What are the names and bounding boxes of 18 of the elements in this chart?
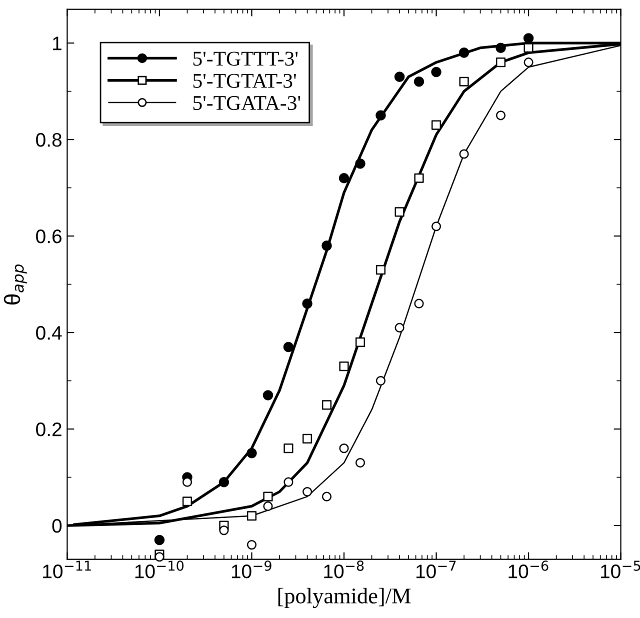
x-axis-title: [polyamide]/M — [278, 588, 411, 608]
y-tick-label: 1 — [53, 36, 62, 50]
y-tick-label: 0.2 — [36, 422, 62, 436]
legend-label: 5'-TGTTT-3' — [193, 52, 298, 66]
x-tick-label: 10$^{−6}$ — [508, 560, 548, 578]
x-tick-label: 10$^{−5}$ — [600, 560, 640, 578]
x-tick-label: 10$^{−9}$ — [232, 560, 272, 578]
x-tick-label: 10$^{−8}$ — [324, 560, 364, 578]
y-axis-title: θ$_{app}$ — [4, 264, 27, 304]
legend-label: 5'-TGTAT-3' — [193, 74, 296, 88]
x-tick-label: 10$^{−10}$ — [135, 560, 184, 578]
x-tick-label: 10$^{−11}$ — [43, 560, 91, 578]
x-tick-label: 10$^{−7}$ — [416, 560, 456, 578]
y-tick-label: 0.6 — [36, 230, 62, 244]
y-tick-label: 0.8 — [36, 133, 62, 147]
legend-label: 5'-TGATA-3' — [193, 96, 300, 110]
y-tick-label: 0 — [52, 518, 62, 533]
y-tick-label: 0.4 — [36, 326, 62, 340]
